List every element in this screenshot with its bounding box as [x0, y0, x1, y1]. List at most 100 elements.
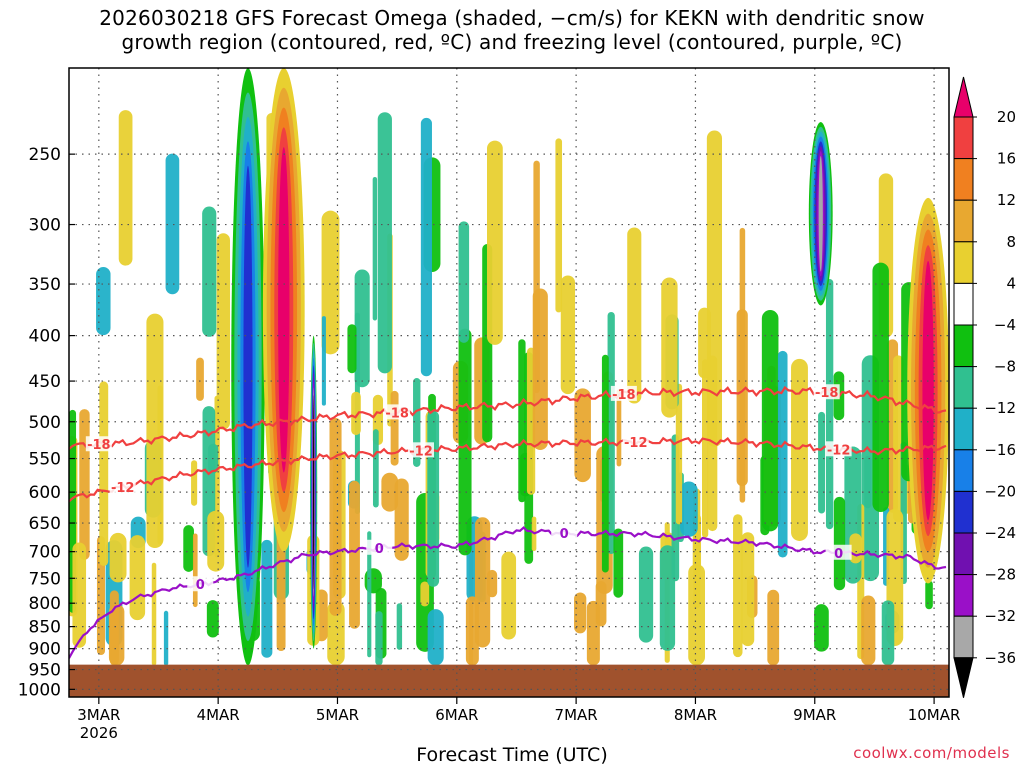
colorbar-label: −8	[994, 358, 1016, 376]
omega-streak	[702, 359, 709, 538]
colorbar-segment	[953, 407, 974, 451]
colorbar-label: −24	[984, 524, 1016, 542]
credit-link[interactable]: coolwx.com/models	[853, 744, 1010, 762]
colorbar: 20 16 12 8 4 −4 −8 −12 −16 −20 −24 −28 −32 −36	[953, 76, 1016, 698]
omega-feature	[922, 260, 934, 521]
omega-streak	[375, 611, 383, 666]
colorbar-cap-top	[953, 76, 974, 118]
omega-streak	[372, 176, 378, 321]
omega-streak	[196, 357, 204, 401]
contour-line	[69, 385, 947, 450]
omega-streak	[613, 528, 624, 598]
contour-line	[69, 436, 947, 503]
omega-streak	[381, 472, 399, 512]
omega-streak	[555, 138, 563, 313]
omega-streak	[638, 546, 654, 643]
y-tick-label: 650	[29, 514, 61, 534]
omega-streak	[347, 324, 357, 374]
contour-label: 0	[560, 527, 569, 542]
contour-label: -12	[624, 436, 648, 451]
contour-label-bg	[610, 385, 637, 401]
omega-streak	[501, 551, 517, 640]
y-tick-label: 900	[29, 640, 61, 660]
omega-feature	[818, 155, 823, 272]
omega-streak	[601, 354, 609, 573]
contours: -18 -18 -18 -18 -12 -12 -12 -12 0 0 0 0	[69, 384, 947, 659]
omega-streak	[487, 140, 503, 345]
omega-streak	[574, 388, 591, 483]
contour-label: -18	[815, 386, 839, 401]
contour-label: 0	[375, 542, 384, 557]
contour-label: -18	[385, 406, 409, 421]
colorbar-segment	[953, 574, 974, 617]
colorbar-label: −32	[984, 607, 1016, 625]
grid	[69, 68, 949, 697]
omega-streak	[72, 542, 87, 648]
omega-streak	[202, 206, 217, 337]
x-tick-label: 8MAR	[674, 706, 717, 724]
omega-streak	[108, 604, 125, 666]
x-tick-label: 3MAR	[77, 706, 120, 724]
colorbar-segment	[953, 490, 974, 534]
omega-streak	[844, 446, 862, 584]
omega-streak	[206, 600, 219, 638]
y-tick-label: 1000	[18, 680, 61, 700]
omega-streak	[99, 381, 109, 566]
contour-label-bg	[408, 442, 434, 458]
contour-label: -18	[87, 438, 111, 453]
omega-streak	[420, 117, 432, 377]
omega-streak	[420, 581, 430, 607]
omega-streak	[146, 313, 164, 549]
omega-streak	[377, 112, 392, 374]
omega-streak	[183, 525, 194, 572]
colorbar-label: −20	[984, 482, 1016, 500]
omega-streak	[109, 532, 127, 583]
y-tick-label: 350	[29, 275, 61, 295]
colorbar-label: −36	[984, 649, 1016, 667]
contour-label: 0	[834, 547, 843, 562]
y-tick-label: 250	[29, 145, 61, 165]
omega-streak	[394, 478, 409, 561]
colorbar-segment	[953, 116, 974, 160]
y-tick-label: 550	[29, 450, 61, 470]
omega-streak	[818, 411, 826, 514]
chart-title: 2026030218 GFS Forecast Omega (shaded, −…	[0, 6, 1024, 54]
omega-streak	[607, 311, 615, 555]
y-tick-label: 300	[29, 216, 61, 236]
contour-label-bg	[825, 441, 852, 457]
plot-frame	[68, 67, 950, 698]
contour-label-bg	[187, 576, 214, 592]
omega-streak	[661, 277, 678, 418]
omega-chart: -18 -18 -18 -18 -12 -12 -12 -12 0 0 0 0 250 300 350 40…	[18, 67, 1016, 740]
x-tick-label: 7MAR	[555, 706, 598, 724]
omega-streak	[532, 288, 548, 451]
contour-label: -12	[111, 481, 135, 496]
colorbar-segment	[953, 449, 974, 492]
omega-streak	[329, 418, 342, 616]
colorbar-label: −16	[984, 441, 1016, 459]
omega-streak	[327, 600, 345, 666]
ground-layer	[69, 664, 949, 697]
omega-streak	[777, 350, 788, 558]
y-tick-label: 500	[29, 413, 61, 433]
x-axis-label: Forecast Time (UTC)	[416, 744, 608, 766]
x-tick-label: 10MAR	[908, 706, 961, 724]
contour-label-bg	[813, 384, 840, 400]
omega-streak	[465, 596, 479, 666]
omega-streak	[881, 600, 895, 666]
colorbar-segment	[953, 282, 974, 326]
omega-streak	[861, 595, 876, 666]
colorbar-label: 16	[997, 150, 1016, 168]
omega-streak	[761, 310, 779, 532]
omega-streak	[814, 604, 829, 652]
omega-streak	[487, 569, 498, 598]
omega-streak	[675, 383, 683, 525]
contour-label: -18	[612, 388, 636, 403]
omega-streak	[207, 510, 225, 572]
omega-streak	[586, 600, 600, 666]
omega-streak	[79, 409, 90, 560]
y-tick-label: 450	[29, 372, 61, 392]
omega-streak	[833, 496, 846, 591]
x-tick-label: 5MAR	[316, 706, 359, 724]
y-tick-label: 800	[29, 594, 61, 614]
